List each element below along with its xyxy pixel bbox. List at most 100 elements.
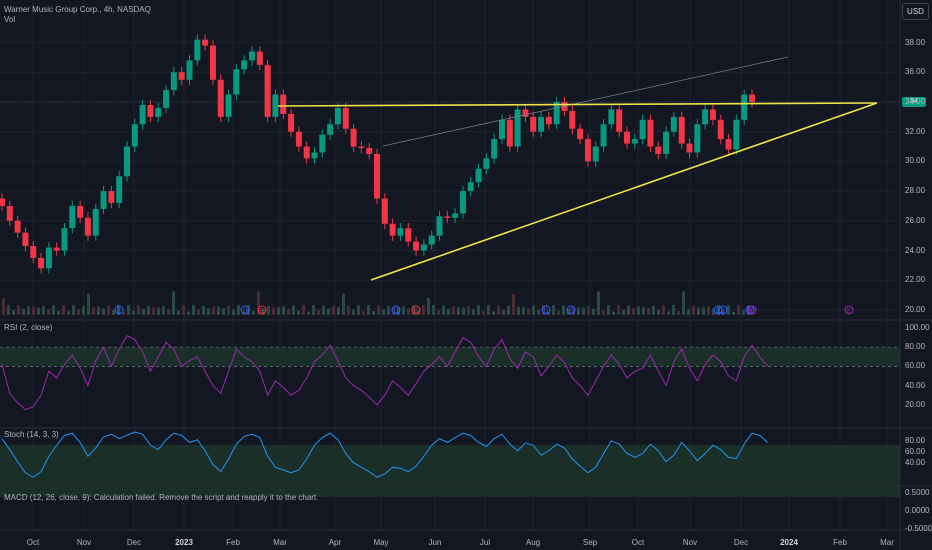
time-tick: 2023: [175, 538, 193, 547]
price-tick: 36.00: [905, 67, 926, 77]
currency-button[interactable]: USD: [902, 3, 929, 20]
rsi-tick: 40.00: [905, 380, 926, 390]
candle-body: [577, 128, 584, 140]
volume-bar: [702, 307, 705, 315]
volume-bar: [347, 305, 350, 315]
volume-bar: [117, 305, 120, 315]
candle-body: [77, 205, 84, 218]
candle-body: [350, 128, 357, 147]
candle-body: [584, 139, 591, 162]
volume-bar: [217, 306, 220, 315]
volume-bar: [12, 310, 15, 315]
volume-bar: [77, 309, 80, 315]
volume-bar: [197, 309, 200, 315]
volume-bar: [462, 307, 465, 315]
candle-body: [30, 246, 37, 258]
event-marker-earnings: [718, 305, 728, 315]
volume-bar: [172, 291, 175, 315]
candle-body: [420, 244, 427, 251]
volume-bar: [532, 305, 535, 315]
candle-body: [295, 131, 302, 147]
volume-bar: [47, 309, 50, 315]
volume-bar: [102, 308, 105, 315]
volume-bar: [327, 308, 330, 315]
price-tick: 24.00: [905, 245, 926, 255]
price-tick: 32.00: [905, 126, 926, 136]
volume-bar: [527, 308, 530, 315]
volume-bar: [257, 291, 260, 315]
volume-bar: [562, 305, 565, 315]
volume-bar: [522, 306, 525, 315]
candle-body: [194, 39, 201, 61]
volume-bar: [312, 305, 315, 315]
candle-body: [163, 90, 170, 108]
candle-body: [678, 116, 685, 144]
candle-body: [631, 139, 638, 144]
candle-body: [334, 107, 341, 125]
volume-bar: [317, 310, 320, 315]
grid-lines: [0, 0, 900, 530]
macd-label[interactable]: MACD (12, 26, close, 9): Calculation fai…: [4, 493, 319, 502]
volume-bar: [722, 310, 725, 315]
candle-body: [84, 217, 91, 236]
volume-bar: [552, 305, 555, 315]
candle-body: [624, 131, 630, 144]
volume-bar: [82, 305, 85, 315]
event-marker-label: D: [748, 309, 753, 315]
volume-bar: [557, 310, 560, 315]
event-marker-label: E: [260, 309, 264, 315]
volume-bar: [302, 305, 305, 315]
candle-body: [38, 257, 45, 269]
volume-bar: [162, 306, 165, 315]
volume-bar: [242, 311, 245, 315]
candle-body: [413, 241, 420, 251]
candle-body: [694, 124, 701, 153]
volume-bar: [597, 291, 600, 315]
stoch-label[interactable]: Stoch (14, 3, 3): [4, 430, 59, 439]
price-tick: 26.00: [905, 215, 926, 225]
event-markers[interactable]: E D E D E D E D E DE E: [114, 305, 854, 315]
volume-bar: [187, 311, 190, 315]
volume-bar: [37, 307, 40, 315]
volume-bar: [567, 308, 570, 315]
price-candles: [0, 34, 755, 274]
volume-bar: [232, 309, 235, 315]
volume-bar: [57, 310, 60, 315]
volume-bar: [377, 305, 380, 315]
rsi-pane: [0, 335, 900, 411]
volume-bar: [267, 306, 270, 315]
volume-bar: [397, 307, 400, 315]
candle-body: [155, 107, 162, 117]
volume-bar: [127, 305, 130, 315]
candle-body: [303, 146, 310, 159]
trend-drawings[interactable]: [0, 56, 900, 281]
candle-body: [366, 148, 373, 154]
stoch-pane: [0, 431, 900, 497]
candle-body: [256, 51, 263, 65]
candle-body: [452, 213, 459, 218]
candle-body: [538, 116, 545, 132]
candle-body: [288, 113, 295, 132]
volume-bar: [687, 309, 690, 315]
volume-bar: [607, 305, 610, 315]
volume-bar: [112, 309, 115, 315]
volume-label[interactable]: Vol: [4, 15, 16, 24]
event-marker-dividend: [541, 305, 551, 315]
volume-bar: [307, 311, 310, 315]
rsi-label[interactable]: RSI (2, close): [4, 323, 53, 332]
time-tick: Nov: [76, 538, 92, 547]
event-marker-earnings: [257, 305, 267, 315]
volume-bar: [362, 311, 365, 315]
time-tick: Jun: [428, 538, 442, 547]
volume-bar: [572, 306, 575, 315]
volume-bar: [432, 305, 435, 315]
symbol-title[interactable]: Warner Music Group Corp., 4h, NASDAQ: [4, 5, 151, 14]
volume-bar: [497, 305, 500, 315]
candle-body: [186, 60, 193, 80]
volume-bar: [167, 308, 170, 315]
volume-bar: [732, 311, 735, 315]
volume-bar: [507, 305, 510, 315]
event-marker-label: E: [117, 309, 121, 315]
volume-bar: [72, 305, 75, 315]
